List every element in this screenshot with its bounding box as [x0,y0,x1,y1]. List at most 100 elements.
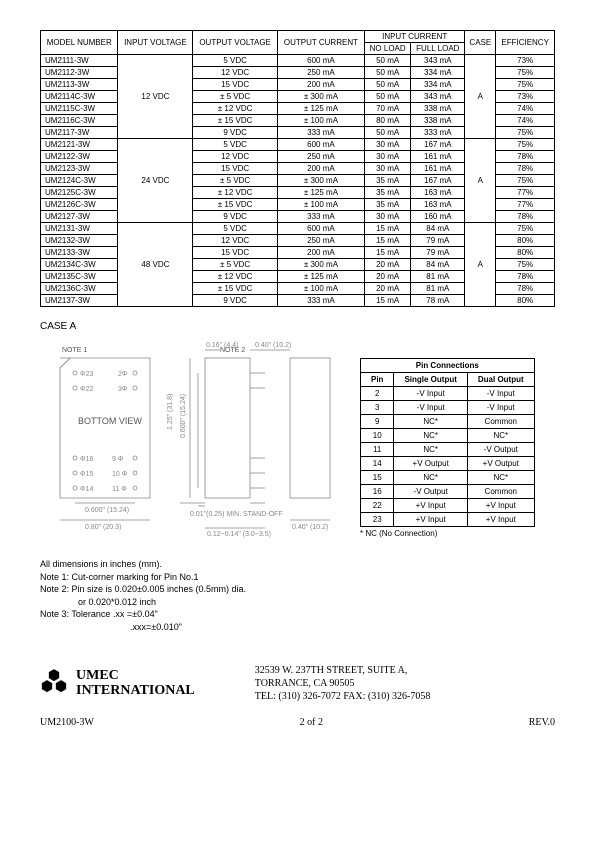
cell-output-voltage: ± 15 VDC [193,115,277,127]
cell-dual: -V Input [467,387,534,401]
nc-note: * NC (No Connection) [360,529,535,538]
svg-text:Φ14: Φ14 [80,486,93,493]
cell-model: UM2126C-3W [41,199,118,211]
table-row: 23+V Input+V Input [361,513,535,527]
cell-pin: 15 [361,471,394,485]
cell-input-voltage: 48 VDC [118,223,193,307]
spec-table: MODEL NUMBER INPUT VOLTAGE OUTPUT VOLTAG… [40,30,555,307]
table-row: 14+V Output+V Output [361,457,535,471]
cell-full-load: 161 mA [411,151,465,163]
cell-single: NC* [394,471,467,485]
note-1: Note 1: Cut-corner marking for Pin No.1 [40,571,555,584]
svg-text:1.25" (31.8): 1.25" (31.8) [167,394,174,430]
cell-output-current: 600 mA [277,55,364,67]
cell-output-current: 200 mA [277,247,364,259]
col-efficiency: EFFICIENCY [496,31,555,55]
cell-output-voltage: 9 VDC [193,211,277,223]
cell-full-load: 163 mA [411,187,465,199]
cell-efficiency: 80% [496,235,555,247]
cell-pin: 2 [361,387,394,401]
cell-model: UM2135C-3W [41,271,118,283]
cell-model: UM2127-3W [41,211,118,223]
cell-model: UM2137-3W [41,295,118,307]
table-row: 15NC*NC* [361,471,535,485]
cell-no-load: 20 mA [365,271,411,283]
pin-col-dual: Dual Output [467,373,534,387]
svg-text:0.16" (4.4): 0.16" (4.4) [206,342,238,349]
pin-table-title: Pin Connections [361,359,535,373]
cell-input-voltage: 24 VDC [118,139,193,223]
cell-output-current: 333 mA [277,211,364,223]
table-row: UM2111-3W12 VDC5 VDC600 mA50 mA343 mAA73… [41,55,555,67]
cell-no-load: 20 mA [365,283,411,295]
col-output-current: OUTPUT CURRENT [277,31,364,55]
svg-text:0.600" (15.24): 0.600" (15.24) [85,507,129,514]
address-line-2: TORRANCE, CA 90505 [255,677,431,690]
cell-output-voltage: 15 VDC [193,247,277,259]
col-input-current: INPUT CURRENT [365,31,465,43]
cell-output-voltage: 5 VDC [193,139,277,151]
cell-efficiency: 75% [496,79,555,91]
address-line-1: 32539 W. 237TH STREET, SUITE A, [255,664,431,677]
cell-no-load: 35 mA [365,199,411,211]
cell-full-load: 334 mA [411,79,465,91]
cell-dual: +V Input [467,513,534,527]
cell-single: +V Output [394,457,467,471]
col-model: MODEL NUMBER [41,31,118,55]
cell-model: UM2117-3W [41,127,118,139]
cell-full-load: 338 mA [411,103,465,115]
svg-text:0.600" (15.24): 0.600" (15.24) [180,394,187,438]
cell-no-load: 80 mA [365,115,411,127]
cell-output-current: 333 mA [277,295,364,307]
cell-output-voltage: 9 VDC [193,295,277,307]
cell-efficiency: 78% [496,163,555,175]
svg-text:9 Φ: 9 Φ [112,456,124,463]
cell-output-current: ± 125 mA [277,187,364,199]
cell-full-load: 338 mA [411,115,465,127]
cell-pin: 10 [361,429,394,443]
col-no-load: NO LOAD [365,43,411,55]
cell-full-load: 84 mA [411,259,465,271]
cell-dual: +V Output [467,457,534,471]
cell-no-load: 30 mA [365,139,411,151]
cell-output-voltage: ± 12 VDC [193,103,277,115]
cell-output-voltage: ± 15 VDC [193,283,277,295]
cell-output-current: ± 300 mA [277,91,364,103]
cell-no-load: 70 mA [365,103,411,115]
cell-no-load: 15 mA [365,247,411,259]
cell-full-load: 78 mA [411,295,465,307]
table-row: UM2131-3W48 VDC5 VDC600 mA15 mA84 mAA75% [41,223,555,235]
note-3a: Note 3: Tolerance .xx =±0.04" [40,608,555,621]
cell-efficiency: 75% [496,175,555,187]
svg-text:NOTE 1: NOTE 1 [62,347,87,354]
cell-no-load: 35 mA [365,175,411,187]
cell-efficiency: 74% [496,115,555,127]
cell-full-load: 161 mA [411,163,465,175]
cell-pin: 11 [361,443,394,457]
cell-no-load: 30 mA [365,163,411,175]
cell-model: UM2113-3W [41,79,118,91]
cell-no-load: 50 mA [365,67,411,79]
cell-efficiency: 75% [496,139,555,151]
cell-model: UM2114C-3W [41,91,118,103]
cell-efficiency: 80% [496,247,555,259]
table-row: 2-V Input-V Input [361,387,535,401]
cell-pin: 3 [361,401,394,415]
cell-model: UM2116C-3W [41,115,118,127]
table-row: 10NC*NC* [361,429,535,443]
cell-output-current: ± 125 mA [277,103,364,115]
cell-output-voltage: 12 VDC [193,151,277,163]
cell-dual: +V Input [467,499,534,513]
cell-no-load: 50 mA [365,91,411,103]
cell-model: UM2125C-3W [41,187,118,199]
cell-full-load: 334 mA [411,67,465,79]
note-2b: or 0.020*0.012 inch [40,596,555,609]
cell-output-voltage: ± 15 VDC [193,199,277,211]
cell-dual: -V Output [467,443,534,457]
cell-case: A [465,223,496,307]
col-full-load: FULL LOAD [411,43,465,55]
cell-model: UM2132-3W [41,235,118,247]
cell-output-voltage: ± 5 VDC [193,259,277,271]
cell-efficiency: 73% [496,55,555,67]
cell-no-load: 15 mA [365,295,411,307]
